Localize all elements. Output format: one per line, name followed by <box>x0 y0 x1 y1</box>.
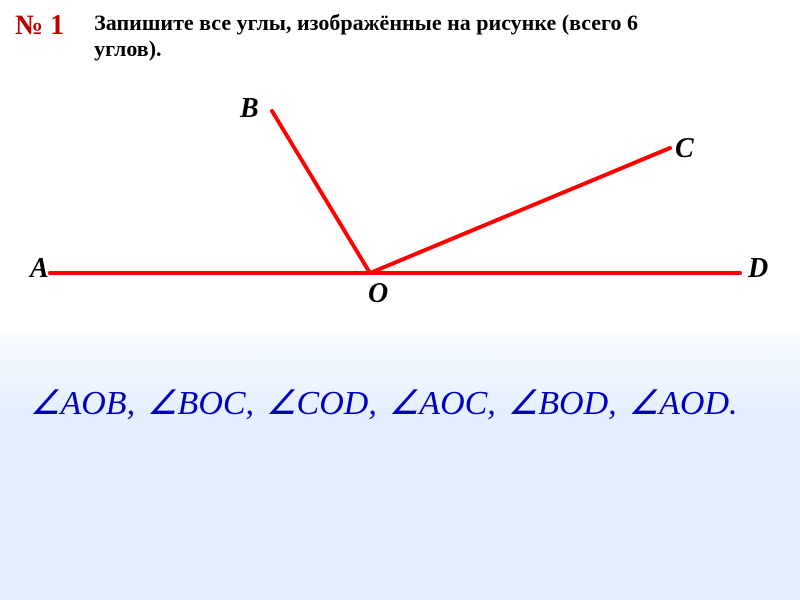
diagram-svg <box>0 73 800 333</box>
problem-number: № 1 <box>15 10 64 42</box>
ray-C <box>370 148 670 273</box>
angle-diagram: A B C D O <box>0 73 800 333</box>
angle-answer-2: ∠COD, <box>266 383 377 423</box>
angle-answer-1: ∠BOC, <box>147 383 254 423</box>
problem-text: Запишите все углы, изображённые на рисун… <box>94 10 654 63</box>
angle-answer-3: ∠AOC, <box>389 383 496 423</box>
header: № 1 Запишите все углы, изображённые на р… <box>0 0 800 73</box>
point-label-C: C <box>675 133 694 165</box>
angle-answer-0: ∠AOB, <box>30 383 135 423</box>
point-label-A: A <box>30 253 49 285</box>
angle-answer-4: ∠BOD, <box>508 383 617 423</box>
answer-section: ∠AOB, ∠BOC, ∠COD, ∠AOC, ∠BOD, ∠AOD. <box>0 333 800 473</box>
point-label-B: B <box>240 93 259 125</box>
point-label-D: D <box>748 253 768 285</box>
angle-list: ∠AOB, ∠BOC, ∠COD, ∠AOC, ∠BOD, ∠AOD. <box>30 383 770 423</box>
angle-answer-5: ∠AOD. <box>629 383 738 423</box>
ray-B <box>272 111 370 273</box>
point-label-O: O <box>368 278 388 310</box>
